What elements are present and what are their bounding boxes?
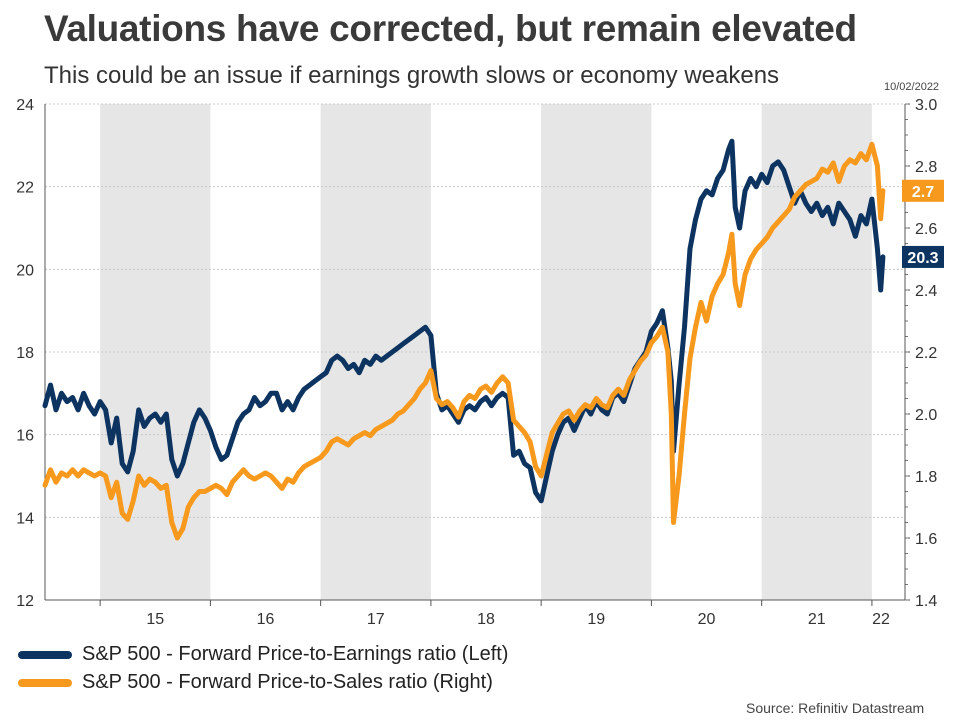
ps-line (42, 141, 886, 541)
y-right-tick: 2.6 (915, 221, 937, 238)
y-right-tick: 2.4 (915, 283, 937, 300)
date-label: 10/02/2022 (884, 81, 940, 93)
legend-pe-label: S&P 500 - Forward Price-to-Earnings rati… (82, 643, 509, 665)
x-tick-label: 17 (367, 611, 385, 628)
x-tick-label: 16 (257, 611, 275, 628)
x-tick-label: 21 (808, 611, 826, 628)
legend-ps-label: S&P 500 - Forward Price-to-Sales ratio (… (82, 671, 493, 693)
y-right-tick: 1.8 (915, 469, 937, 486)
ps-end-label-box (902, 179, 944, 202)
chart-title: Valuations have corrected, but remain el… (44, 8, 857, 49)
pe-end-label: 20.3 (907, 250, 938, 267)
x-tick-label: 18 (477, 611, 495, 628)
y-right-tick: 2.2 (915, 345, 937, 362)
y-right-tick: 1.6 (915, 531, 937, 548)
y-left-tick: 20 (16, 262, 34, 279)
y-right-tick: 1.4 (915, 593, 937, 610)
legend-ps-swatch (18, 678, 72, 687)
y-left-tick: 14 (16, 510, 34, 527)
y-left-tick: 24 (16, 97, 34, 114)
y-right-tick: 3.0 (915, 97, 937, 114)
y-left-tick: 18 (16, 345, 34, 362)
x-tick-label: 22 (872, 611, 890, 628)
tick-labels: 12 14 16 18 20 22 24 1.4 1.6 1.8 2.0 2.2 2.4 2.6 2.8 3.… (16, 97, 937, 628)
legend-pe: S&P 500 - Forward Price-to-Earnings rati… (18, 643, 508, 666)
y-right-tick: 2.0 (915, 407, 937, 424)
y-left-tick: 16 (16, 428, 34, 445)
y-left-tick: 12 (16, 593, 34, 610)
x-tick-label: 15 (146, 611, 164, 628)
end-labels: 20.3 2.7 (902, 179, 944, 268)
legend-pe-swatch (18, 650, 72, 659)
x-tick-label: 19 (587, 611, 605, 628)
pe-end-label-box (902, 245, 944, 268)
legend-ps: S&P 500 - Forward Price-to-Sales ratio (… (18, 671, 493, 694)
ps-end-label: 2.7 (912, 184, 934, 201)
pe-line (42, 138, 886, 504)
source-note: Source: Refinitiv Datastream (746, 700, 925, 716)
series-lines (42, 138, 886, 541)
x-tick-label: 20 (698, 611, 716, 628)
chart-subtitle: This could be an issue if earnings growt… (44, 62, 780, 89)
y-left-tick: 22 (16, 180, 34, 197)
y-right-tick: 2.8 (915, 159, 937, 176)
shade-band-2017 (320, 104, 431, 600)
